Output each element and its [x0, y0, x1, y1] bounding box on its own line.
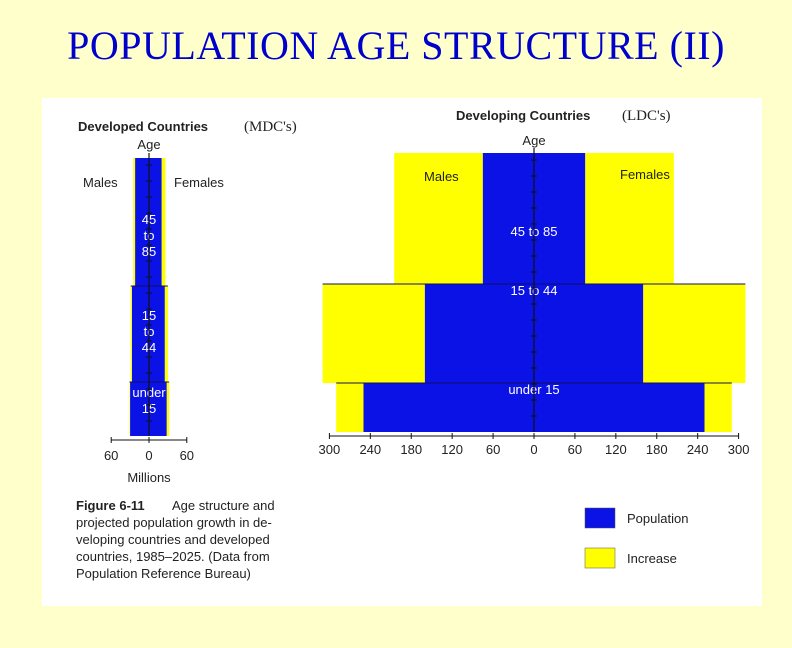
- age-axis-label-ldc: Age: [522, 133, 545, 148]
- x-axis-label-mdc: Millions: [127, 470, 171, 485]
- x-tick-label: 180: [646, 442, 668, 457]
- males-label-mdc: Males: [83, 175, 118, 190]
- population-bar-males-0: [135, 158, 149, 286]
- increase-bar-males-0: [133, 158, 136, 286]
- population-bar-females-0: [149, 158, 162, 286]
- population-bar-males-1: [424, 284, 534, 383]
- x-tick-label: 60: [486, 442, 500, 457]
- x-tick-label: 0: [530, 442, 537, 457]
- population-bar-females-1: [149, 286, 165, 382]
- chart-annotation-ldc: (LDC's): [622, 108, 671, 124]
- legend-label-population: Population: [627, 511, 688, 526]
- x-tick-label: 240: [687, 442, 709, 457]
- population-bar-males-0: [482, 153, 534, 284]
- chart-title-mdc: Developed Countries: [78, 119, 208, 134]
- x-tick-label: 300: [728, 442, 750, 457]
- figure-caption-line: countries, 1985–2025. (Data from: [76, 549, 270, 564]
- population-bar-females-2: [534, 383, 705, 432]
- increase-bar-females-2: [704, 383, 732, 432]
- x-tick-label: 180: [400, 442, 422, 457]
- legend-label-increase: Increase: [627, 551, 677, 566]
- increase-bar-females-1: [164, 286, 168, 382]
- legend-swatch-increase: [584, 547, 616, 569]
- figure-caption-line: Age structure and: [172, 498, 275, 513]
- population-bar-males-1: [131, 286, 149, 382]
- page-title: POPULATION AGE STRUCTURE (II): [67, 23, 725, 68]
- population-bar-females-0: [534, 153, 586, 284]
- males-label-ldc: Males: [424, 169, 459, 184]
- females-label-ldc: Females: [620, 167, 670, 182]
- x-tick-label: 300: [319, 442, 341, 457]
- population-bar-females-2: [149, 382, 167, 436]
- figure-caption-line: projected population growth in de-: [76, 515, 272, 530]
- x-tick-label: 0: [145, 448, 152, 463]
- increase-bar-males-2: [336, 383, 364, 432]
- increase-bar-males-2: [129, 382, 131, 436]
- x-tick-label: 120: [441, 442, 463, 457]
- increase-bar-males-1: [130, 286, 132, 382]
- population-bar-males-2: [363, 383, 534, 432]
- x-tick-label: 120: [605, 442, 627, 457]
- increase-bar-females-1: [643, 284, 746, 383]
- x-tick-label: 60: [568, 442, 582, 457]
- figure-caption-line: Population Reference Bureau): [76, 566, 251, 581]
- x-tick-label: 60: [104, 448, 118, 463]
- population-bar-females-1: [534, 284, 644, 383]
- chart-title-ldc: Developing Countries: [456, 108, 590, 123]
- figure-panel: 45 to 85 15 to 44 under 15 60 0 60 45 to 85 15 to 44…: [42, 98, 762, 606]
- figure-caption-label: Figure 6-11: [76, 498, 145, 513]
- chart-annotation-mdc: (MDC's): [244, 119, 297, 135]
- age-axis-label-mdc: Age: [137, 137, 160, 152]
- x-tick-label: 60: [180, 448, 194, 463]
- x-tick-label: 240: [359, 442, 381, 457]
- figure-caption-line: veloping countries and developed: [76, 532, 270, 547]
- increase-bar-females-0: [585, 153, 674, 284]
- increase-bar-males-1: [322, 284, 425, 383]
- population-bar-males-2: [130, 382, 149, 436]
- legend-swatch-population: [584, 507, 616, 529]
- females-label-mdc: Females: [174, 175, 224, 190]
- increase-bar-females-0: [161, 158, 166, 286]
- increase-bar-males-0: [394, 153, 483, 284]
- increase-bar-females-2: [166, 382, 170, 436]
